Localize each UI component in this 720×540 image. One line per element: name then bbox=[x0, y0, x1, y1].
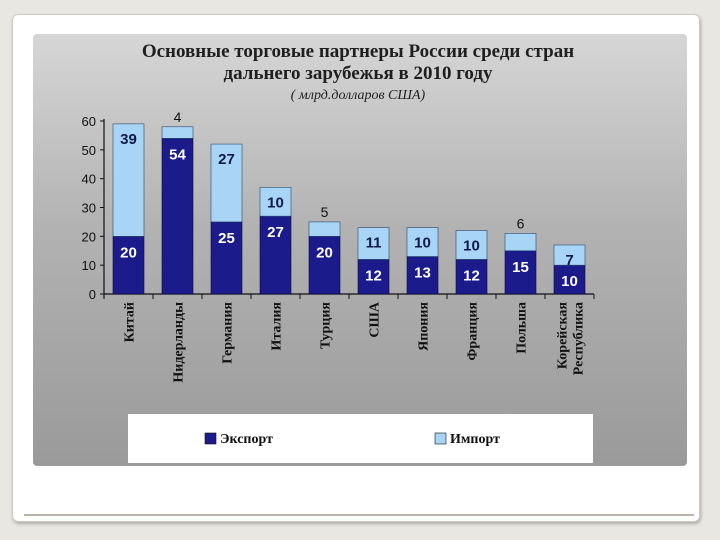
legend-label-import: Импорт bbox=[450, 432, 500, 447]
bar-import bbox=[112, 123, 145, 237]
x-category-label: США bbox=[368, 301, 383, 337]
legend-swatch-export bbox=[204, 432, 217, 445]
data-label-import: 7 bbox=[565, 252, 573, 269]
data-label-import: 6 bbox=[517, 215, 525, 231]
bar-export bbox=[112, 236, 145, 295]
bar-import bbox=[210, 143, 243, 223]
bar-import bbox=[308, 221, 341, 237]
x-category-label: Нидерланды bbox=[172, 302, 187, 383]
data-label-import: 4 bbox=[174, 109, 182, 125]
data-label-export: 54 bbox=[169, 146, 186, 163]
slide-bottom-line bbox=[24, 514, 694, 516]
bar-export bbox=[161, 138, 194, 295]
bar-export bbox=[210, 221, 243, 295]
y-tick-label: 20 bbox=[82, 229, 96, 244]
chart-title-line-2: дальнего зарубежья в 2010 году bbox=[224, 63, 493, 84]
bar-import bbox=[357, 227, 390, 260]
data-label-import: 10 bbox=[414, 235, 431, 252]
plot-area: 0 10 20 30 40 50 60 20 39 Китай 54 4 Нидерланды 25 27 Г… bbox=[82, 109, 595, 383]
x-category-label: Турция bbox=[319, 302, 334, 350]
bar-import bbox=[259, 187, 292, 217]
data-label-import: 10 bbox=[267, 194, 284, 211]
chart-subtitle: ( млрд.долларов США) bbox=[291, 88, 426, 103]
bar-export bbox=[504, 250, 537, 295]
legend: Экспорт Импорт bbox=[128, 414, 593, 463]
y-tick-label: 60 bbox=[82, 114, 96, 129]
data-label-export: 20 bbox=[316, 244, 333, 261]
data-label-export: 20 bbox=[120, 244, 137, 261]
bar-import bbox=[553, 244, 586, 266]
x-category-label: Польша bbox=[515, 302, 530, 354]
data-label-export: 25 bbox=[218, 230, 235, 247]
data-label-export: 15 bbox=[512, 259, 529, 276]
data-label-export: 13 bbox=[414, 265, 431, 282]
x-category-label: Италия bbox=[270, 302, 285, 351]
x-category-label: Республика bbox=[572, 302, 587, 375]
bar-export bbox=[357, 259, 390, 295]
x-category-label: Германия bbox=[221, 302, 236, 364]
data-label-export: 12 bbox=[463, 267, 480, 284]
y-tick-label: 30 bbox=[82, 201, 96, 216]
data-label-import: 27 bbox=[218, 151, 235, 168]
data-label-import: 10 bbox=[463, 238, 480, 255]
legend-box bbox=[128, 414, 593, 463]
y-tick-label: 10 bbox=[82, 258, 96, 273]
x-category-label: Франция bbox=[466, 302, 481, 361]
legend-label-export: Экспорт bbox=[220, 432, 273, 447]
bar-export bbox=[259, 215, 292, 295]
chart-title-line-1: Основные торговые партнеры России среди … bbox=[142, 41, 574, 62]
bar-import bbox=[406, 227, 439, 257]
bar-import bbox=[455, 230, 488, 260]
bar-import bbox=[504, 233, 537, 252]
data-label-export: 10 bbox=[561, 273, 578, 290]
bar-export bbox=[308, 236, 341, 295]
data-label-import: 39 bbox=[120, 131, 137, 148]
bar-export bbox=[553, 264, 586, 295]
x-category-label: Корейская bbox=[556, 302, 571, 370]
data-label-import: 5 bbox=[321, 204, 329, 220]
y-tick-label: 50 bbox=[82, 143, 96, 158]
data-label-export: 12 bbox=[365, 267, 382, 284]
bar-import bbox=[161, 126, 194, 139]
data-label-export: 27 bbox=[267, 224, 284, 241]
y-tick-label: 0 bbox=[89, 287, 96, 302]
y-tick-label: 40 bbox=[82, 172, 96, 187]
data-label-import: 11 bbox=[366, 235, 382, 252]
x-category-label: Япония bbox=[417, 302, 432, 351]
x-category-label: Китай bbox=[123, 302, 138, 342]
bar-export bbox=[406, 256, 439, 295]
legend-swatch-import bbox=[434, 432, 447, 445]
